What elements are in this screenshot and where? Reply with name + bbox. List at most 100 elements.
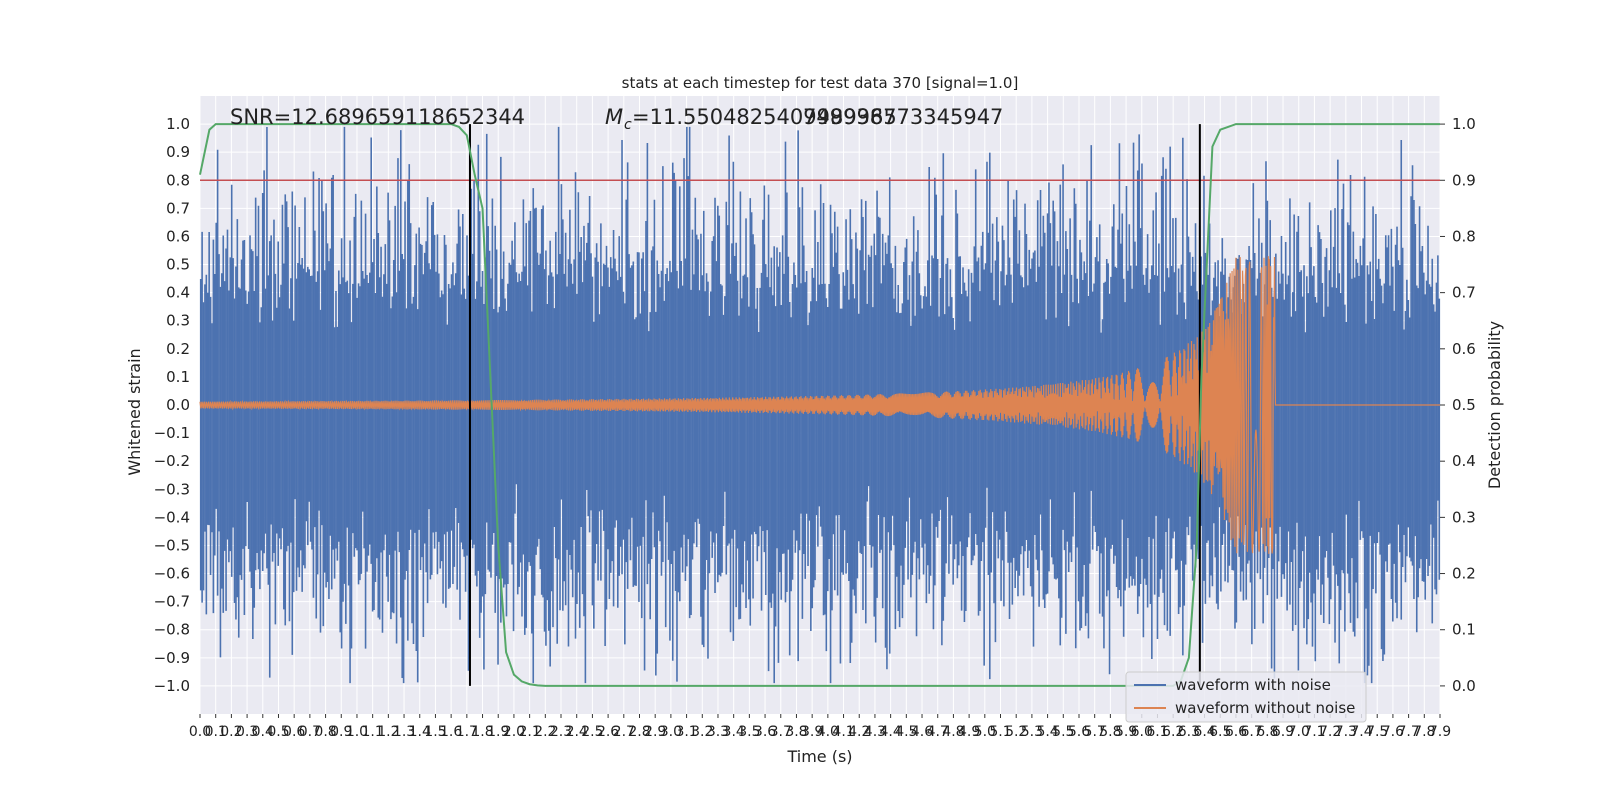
x-tick-label-12: 1.2	[377, 724, 399, 740]
x-tick-label-62: 6.2	[1162, 724, 1184, 740]
x-tick-label-76: 7.6	[1382, 724, 1404, 740]
x-tick-label-46: 4.6	[911, 724, 933, 740]
x-tick-label-50: 5.0	[974, 724, 996, 740]
clean-waveform-path	[199, 256, 1440, 554]
snr-annotation: SNR=12.689659118652344	[230, 105, 525, 129]
chirp-mass-annotation: M c =11.5504825409989965 749938773345947	[605, 105, 1003, 133]
y-left-tick-label-14: −0.4	[154, 508, 190, 526]
legend-label-noisy: waveform with noise	[1175, 676, 1331, 694]
x-tick-label-36: 3.6	[754, 724, 776, 740]
x-tick-label-19: 1.9	[487, 724, 509, 740]
x-tick-label-37: 3.7	[770, 724, 792, 740]
y-left-tick-label-4: 0.6	[166, 227, 190, 245]
y-axis-right-label: Detection probability	[1485, 321, 1504, 489]
y-left-tick-label-3: 0.7	[166, 199, 190, 217]
y-right-tick-label-0: 1.0	[1452, 115, 1476, 133]
x-tick-label-60: 6.0	[1131, 724, 1153, 740]
legend: waveform with noise waveform without noi…	[1125, 671, 1367, 723]
x-tick-label-35: 3.5	[738, 724, 760, 740]
mc-subscript: c	[624, 117, 632, 133]
x-tick-label-74: 7.4	[1350, 724, 1372, 740]
series-waveform-without-noise	[199, 256, 1440, 554]
x-tick-label-11: 1.1	[362, 724, 384, 740]
x-tick-label-32: 3.2	[691, 724, 713, 740]
x-tick-label-57: 5.7	[1084, 724, 1106, 740]
y-right-tick-label-1: 0.9	[1452, 171, 1476, 189]
y-left-tick-label-1: 0.9	[166, 143, 190, 161]
x-tick-label-43: 4.3	[864, 724, 886, 740]
x-tick-label-63: 6.3	[1178, 724, 1200, 740]
x-tick-label-77: 7.7	[1397, 724, 1419, 740]
y-left-tick-label-13: −0.3	[154, 480, 190, 498]
x-tick-label-29: 2.9	[644, 724, 666, 740]
y-left-tick-label-8: 0.2	[166, 340, 190, 358]
x-tick-label-30: 3.0	[660, 724, 682, 740]
legend-label-clean: waveform without noise	[1175, 699, 1355, 717]
y-left-tick-label-11: −0.1	[154, 424, 190, 442]
x-tick-label-9: 0.9	[330, 724, 352, 740]
chart-title: stats at each timestep for test data 370…	[622, 74, 1019, 92]
x-tick-label-53: 5.3	[1021, 724, 1043, 740]
y-right-tick-label-2: 0.8	[1452, 227, 1476, 245]
x-tick-label-21: 2.1	[518, 724, 540, 740]
y-axis-left-ticks: 1.0 0.9 0.8 0.7 0.6 0.5 0.4 0.3 0.2 0.1 0.0 −0.1 −0.…	[154, 115, 190, 695]
x-tick-label-2: 0.2	[220, 724, 242, 740]
x-tick-label-24: 2.4	[566, 724, 588, 740]
x-tick-label-49: 4.9	[958, 724, 980, 740]
y-left-tick-label-19: −0.9	[154, 649, 190, 667]
x-tick-label-64: 6.4	[1193, 724, 1215, 740]
y-left-tick-label-15: −0.5	[154, 536, 190, 554]
y-right-tick-label-7: 0.3	[1452, 508, 1476, 526]
x-tick-label-5: 0.5	[267, 724, 289, 740]
y-left-tick-label-6: 0.4	[166, 284, 190, 302]
x-tick-label-78: 7.8	[1413, 724, 1435, 740]
x-tick-label-4: 0.4	[252, 724, 274, 740]
x-tick-label-61: 6.1	[1146, 724, 1168, 740]
x-tick-label-56: 5.6	[1068, 724, 1090, 740]
x-tick-label-3: 0.3	[236, 724, 258, 740]
x-tick-label-0: 0.0	[189, 724, 211, 740]
x-tick-label-48: 4.8	[942, 724, 964, 740]
x-tick-label-59: 5.9	[1115, 724, 1137, 740]
x-tick-label-31: 3.1	[675, 724, 697, 740]
x-tick-label-7: 0.7	[299, 724, 321, 740]
x-tick-label-39: 3.9	[801, 724, 823, 740]
y-axis-left-label: Whitened strain	[125, 348, 144, 475]
x-tick-label-16: 1.6	[440, 724, 462, 740]
y-left-tick-label-17: −0.7	[154, 593, 190, 611]
y-left-tick-label-10: 0.0	[166, 396, 190, 414]
mc-value: =11.5504825409989965	[632, 105, 897, 129]
y-right-tick-label-6: 0.4	[1452, 452, 1476, 470]
x-tick-label-54: 5.4	[1036, 724, 1058, 740]
y-right-tick-label-8: 0.2	[1452, 565, 1476, 583]
y-left-tick-label-2: 0.8	[166, 171, 190, 189]
x-tick-label-14: 1.4	[409, 724, 431, 740]
x-tick-label-44: 4.4	[880, 724, 902, 740]
x-tick-label-51: 5.1	[989, 724, 1011, 740]
x-tick-label-55: 5.5	[1052, 724, 1074, 740]
y-right-tick-label-9: 0.1	[1452, 621, 1476, 639]
x-tick-label-18: 1.8	[471, 724, 493, 740]
x-tick-label-6: 0.6	[283, 724, 305, 740]
x-tick-label-22: 2.2	[534, 724, 556, 740]
series-detection-probability	[199, 123, 1440, 687]
y-left-tick-label-20: −1.0	[154, 677, 190, 695]
x-tick-label-69: 6.9	[1272, 724, 1294, 740]
x-tick-label-34: 3.4	[723, 724, 745, 740]
x-tick-label-8: 0.8	[314, 724, 336, 740]
y-right-tick-label-5: 0.5	[1452, 396, 1476, 414]
probability-path	[199, 123, 1440, 687]
x-tick-label-10: 1.0	[346, 724, 368, 740]
x-tick-label-28: 2.8	[628, 724, 650, 740]
legend-box	[1125, 671, 1367, 723]
x-tick-label-13: 1.3	[393, 724, 415, 740]
y-right-tick-label-4: 0.6	[1452, 340, 1476, 358]
x-axis-label: Time (s)	[786, 747, 852, 766]
x-tick-label-17: 1.7	[456, 724, 478, 740]
x-tick-label-70: 7.0	[1288, 724, 1310, 740]
x-tick-label-68: 6.8	[1256, 724, 1278, 740]
y-left-tick-label-9: 0.1	[166, 368, 190, 386]
x-tick-label-65: 6.5	[1209, 724, 1231, 740]
y-left-tick-label-0: 1.0	[166, 115, 190, 133]
